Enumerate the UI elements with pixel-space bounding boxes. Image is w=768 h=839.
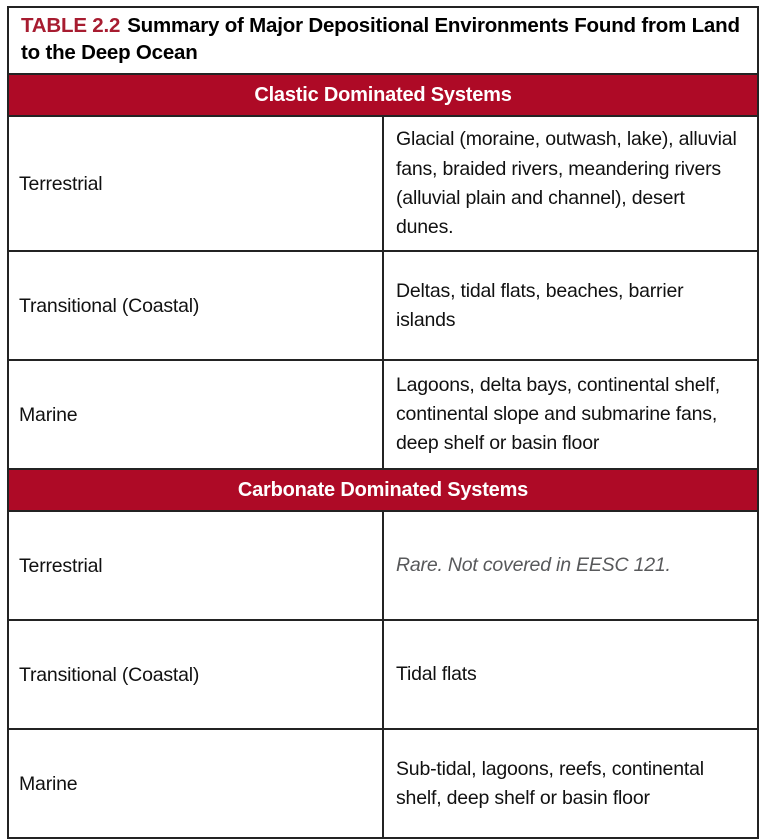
description-cell: Rare. Not covered in EESC 121. [382,510,759,622]
environment-cell: Marine [7,359,384,471]
description-cell: Deltas, tidal flats, beaches, barrier is… [382,250,759,362]
environment-cell: Terrestrial [7,510,384,622]
textbook-page: TABLE 2.2 Summary of Major Depositional E… [7,5,759,839]
table-row: Marine Sub-tidal, lagoons, reefs, contine… [7,728,759,839]
description-cell: Sub-tidal, lagoons, reefs, continental s… [382,728,759,839]
table-number: TABLE 2.2 [21,14,121,37]
description-cell: Glacial (moraine, outwash, lake), alluvi… [382,115,759,253]
table-row: Terrestrial Glacial (moraine, outwash, la… [7,115,759,253]
title-row: TABLE 2.2 Summary of Major Depositional E… [7,5,759,76]
depositional-environments-table: TABLE 2.2 Summary of Major Depositional E… [7,5,759,839]
table-title-text: Summary of Major Depositional Environmen… [21,14,740,64]
description-cell: Tidal flats [382,619,759,731]
section-header-row: Clastic Dominated Systems [7,73,759,118]
table-row: Terrestrial Rare. Not covered in EESC 121… [7,510,759,622]
description-cell: Lagoons, delta bays, continental shelf, … [382,359,759,471]
environment-cell: Terrestrial [7,115,384,253]
table-title: TABLE 2.2 Summary of Major Depositional E… [7,5,759,76]
environment-cell: Marine [7,728,384,839]
table-row: Transitional (Coastal) Tidal flats [7,619,759,731]
environment-cell: Transitional (Coastal) [7,250,384,362]
environment-cell: Transitional (Coastal) [7,619,384,731]
section-header: Carbonate Dominated Systems [7,468,759,513]
section-header: Clastic Dominated Systems [7,73,759,118]
section-header-row: Carbonate Dominated Systems [7,468,759,513]
table-row: Marine Lagoons, delta bays, continental s… [7,359,759,471]
table-row: Transitional (Coastal) Deltas, tidal flat… [7,250,759,362]
